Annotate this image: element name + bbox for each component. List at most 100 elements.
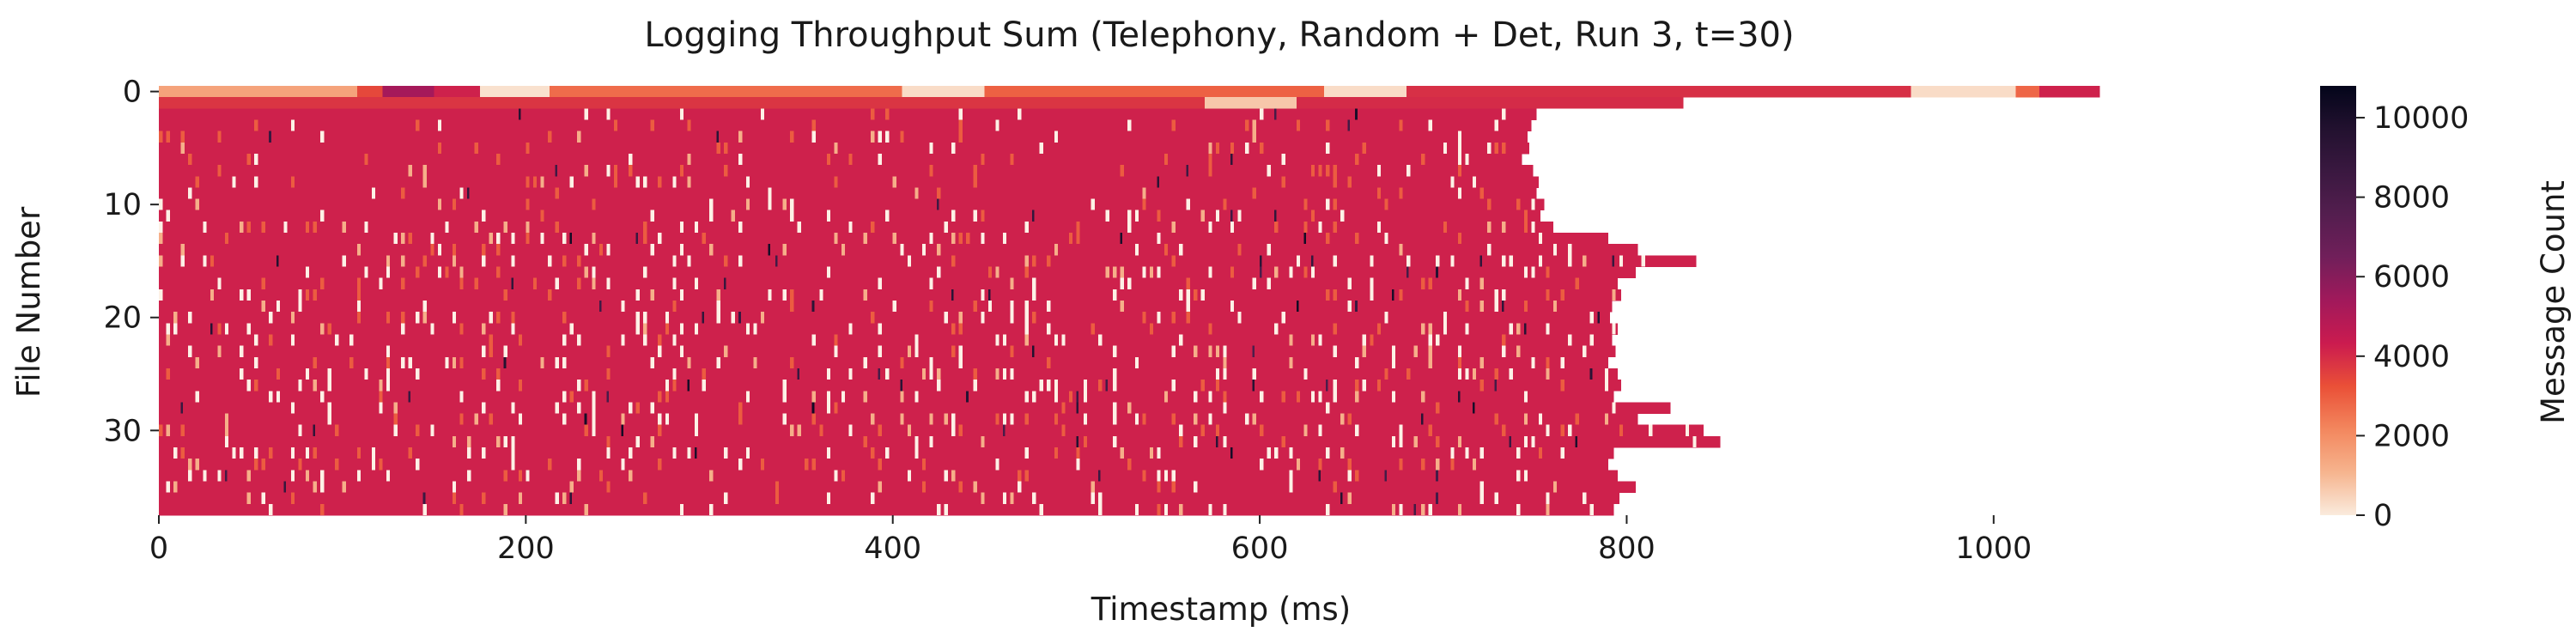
colorbar-tick-label: 2000 — [2373, 419, 2450, 453]
heatmap-row-16-segment — [159, 266, 1637, 279]
heatmap-row-26-segment — [159, 380, 1622, 392]
heatmap-row-21-segment — [159, 323, 1618, 335]
x-tick-label: 800 — [1598, 532, 1656, 566]
heatmap-row-22-segment — [159, 334, 1613, 347]
x-tick-label: 0 — [149, 532, 168, 566]
heatmap-row-14-texture — [180, 244, 1572, 256]
heatmap-row-37-segment — [159, 503, 1614, 516]
heatmap-row-23-texture — [188, 345, 1587, 357]
colorbar-tick-label: 10000 — [2373, 101, 2469, 136]
heatmap-row-30-texture — [159, 424, 1690, 436]
colorbar-ticks: 0 2000 4000 6000 8000 10000 — [2356, 101, 2469, 533]
heatmap-row-34-texture — [188, 470, 1528, 482]
heatmap-row-6-texture — [188, 153, 1469, 166]
heatmap-row-24-texture — [195, 356, 1564, 368]
heatmap-row-14-segment — [159, 244, 1638, 256]
colorbar-label: Message Count — [2535, 180, 2572, 424]
heatmap-row-10-texture — [159, 198, 1535, 210]
heatmap-row-20-segment — [159, 312, 1611, 324]
heatmap-row-0-segment — [2015, 86, 2040, 98]
heatmap-row-35-texture — [166, 481, 1558, 493]
heatmap-row-0-segment — [550, 86, 902, 98]
heatmap-cells — [159, 86, 2100, 516]
heatmap-row-22-texture — [166, 334, 1594, 346]
heatmap-row-18-segment — [159, 289, 1622, 301]
y-axis-label: File Number — [10, 206, 47, 398]
heatmap-row-0-segment — [356, 86, 383, 98]
heatmap-row-1-segment — [159, 97, 1205, 109]
heatmap-row-17-segment — [159, 277, 1618, 290]
heatmap-row-27-segment — [159, 391, 1614, 403]
heatmap-row-0-segment — [159, 86, 357, 98]
x-tick-label: 1000 — [1955, 532, 2032, 566]
heatmap-row-8-texture — [195, 176, 1477, 188]
colorbar-tick-label: 4000 — [2373, 340, 2450, 374]
x-tick-label: 600 — [1231, 532, 1289, 566]
y-axis: 0 10 20 30 — [103, 76, 159, 448]
colorbar-tick-label: 8000 — [2373, 181, 2450, 216]
heatmap-row-0-segment — [902, 86, 985, 98]
heatmap-row-6-segment — [159, 153, 1522, 166]
heatmap-row-0-segment — [984, 86, 1324, 98]
x-axis-label: Timestamp (ms) — [1091, 591, 1352, 628]
colorbar-tick-label: 0 — [2373, 499, 2392, 533]
x-tick-label: 400 — [864, 532, 921, 566]
heatmap-row-2-segment — [159, 108, 1537, 120]
heatmap-row-19-texture — [261, 301, 1558, 313]
heatmap-row-31-segment — [159, 435, 1721, 448]
heatmap-row-2-texture — [518, 108, 1506, 120]
heatmap-row-0-segment — [1323, 86, 1407, 98]
heatmap-row-0-segment — [1911, 86, 2016, 98]
heatmap-row-12-segment — [159, 221, 1553, 234]
heatmap-row-25-texture — [166, 368, 1609, 380]
heatmap-row-7-texture — [217, 165, 1462, 177]
heatmap-row-13-segment — [159, 233, 1609, 245]
heatmap-row-0-segment — [2039, 86, 2100, 98]
x-axis: 0 200 400 600 800 1000 — [149, 515, 2032, 566]
heatmap-row-34-segment — [159, 470, 1618, 482]
heatmap-row-10-segment — [159, 198, 1545, 211]
heatmap-row-36-texture — [246, 492, 1587, 504]
heatmap-row-29-segment — [159, 413, 1638, 426]
heatmap-row-3-texture — [254, 119, 1498, 131]
heatmap-row-24-segment — [159, 356, 1609, 369]
heatmap-row-0-segment — [1406, 86, 1911, 98]
heatmap-row-11-segment — [159, 210, 1540, 222]
y-tick-label: 30 — [103, 414, 142, 448]
heatmap-row-23-segment — [159, 345, 1616, 358]
heatmap-row-3-segment — [159, 119, 1532, 132]
heatmap-row-21-texture — [166, 323, 1616, 335]
heatmap-row-8-segment — [159, 176, 1539, 188]
heatmap-row-1-segment — [1296, 97, 1684, 109]
heatmap-row-0-segment — [479, 86, 550, 98]
heatmap-row-26-texture — [246, 380, 1609, 392]
heatmap-row-31-texture — [224, 435, 1697, 448]
heatmap-row-35-segment — [159, 481, 1637, 494]
heatmap-row-18-texture — [159, 289, 1616, 301]
heatmap-row-15-texture — [159, 255, 1645, 267]
heatmap-row-1-segment — [1204, 97, 1297, 109]
colorbar-tick-label: 6000 — [2373, 260, 2450, 295]
heatmap-row-29-texture — [224, 413, 1609, 425]
heatmap-row-16-texture — [305, 266, 1550, 278]
heatmap-row-19-segment — [159, 301, 1613, 313]
heatmap-row-28-texture — [180, 402, 1616, 414]
heatmap-row-37-texture — [269, 503, 1594, 515]
heatmap-row-5-texture — [180, 142, 1506, 154]
colorbar-gradient — [2320, 86, 2356, 515]
heatmap-row-30-segment — [159, 424, 1704, 437]
chart-title: Logging Throughput Sum (Telephony, Rando… — [644, 15, 1794, 55]
y-tick-label: 20 — [103, 301, 142, 336]
heatmap-row-12-texture — [159, 221, 1535, 234]
colorbar: 0 2000 4000 6000 8000 10000 Message Count — [2320, 86, 2572, 533]
heatmap-row-9-segment — [159, 187, 1537, 199]
heatmap-row-4-segment — [159, 131, 1528, 143]
heatmap-row-0-segment — [382, 86, 434, 98]
y-tick-label: 0 — [123, 76, 142, 110]
heatmap-row-20-texture — [173, 312, 1600, 324]
heatmap-row-4-texture — [159, 131, 1462, 143]
heatmap-row-13-texture — [159, 233, 1543, 245]
heatmap-row-32-texture — [173, 447, 1564, 459]
heatmap-row-7-segment — [159, 165, 1534, 177]
